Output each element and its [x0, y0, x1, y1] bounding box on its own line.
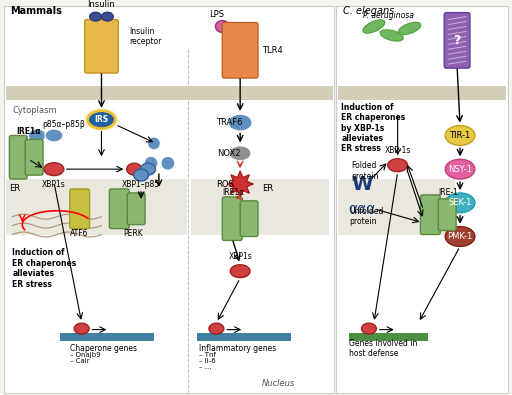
FancyBboxPatch shape — [222, 23, 258, 78]
Text: C. elegans: C. elegans — [343, 6, 394, 16]
Bar — [338, 179, 455, 235]
Text: p85α–p85β: p85α–p85β — [42, 120, 85, 129]
Text: Inflammatory genes: Inflammatory genes — [199, 344, 276, 353]
Text: ER: ER — [262, 184, 273, 194]
FancyBboxPatch shape — [9, 135, 27, 179]
Ellipse shape — [445, 193, 475, 213]
Text: NOX2: NOX2 — [218, 149, 241, 158]
Ellipse shape — [445, 159, 475, 179]
Text: IRE1α: IRE1α — [16, 127, 41, 136]
Text: P. aeruginosa: P. aeruginosa — [364, 11, 414, 20]
Text: XBP1s: XBP1s — [42, 179, 66, 188]
Text: XBP1–p85: XBP1–p85 — [122, 179, 160, 188]
Ellipse shape — [445, 227, 475, 246]
Ellipse shape — [161, 156, 175, 170]
Bar — [190, 179, 329, 235]
Text: ATF6: ATF6 — [71, 229, 89, 238]
FancyBboxPatch shape — [444, 13, 470, 68]
Text: TRAF6: TRAF6 — [217, 118, 243, 127]
Ellipse shape — [361, 323, 376, 334]
FancyBboxPatch shape — [110, 189, 129, 229]
Ellipse shape — [144, 156, 158, 170]
Text: Chaperone genes: Chaperone genes — [70, 344, 137, 353]
Text: Insulin: Insulin — [88, 0, 115, 9]
Text: TLR4: TLR4 — [262, 46, 283, 55]
Ellipse shape — [83, 108, 119, 132]
Ellipse shape — [147, 137, 160, 150]
FancyBboxPatch shape — [70, 189, 90, 229]
Text: Cytoplasm: Cytoplasm — [12, 106, 57, 115]
Ellipse shape — [28, 129, 46, 142]
FancyBboxPatch shape — [127, 193, 145, 225]
Text: ER: ER — [9, 184, 20, 194]
Text: Nucleus: Nucleus — [262, 379, 294, 387]
Bar — [6, 179, 187, 235]
FancyBboxPatch shape — [222, 197, 242, 241]
Text: NSY-1: NSY-1 — [448, 165, 472, 174]
Bar — [338, 86, 506, 100]
Text: IRE1α: IRE1α — [222, 188, 244, 198]
Ellipse shape — [445, 126, 475, 145]
Text: – Dnajb9: – Dnajb9 — [70, 352, 100, 358]
Ellipse shape — [209, 323, 224, 334]
Polygon shape — [227, 171, 253, 197]
Text: XBP1s: XBP1s — [228, 252, 252, 261]
Text: W: W — [351, 175, 373, 194]
Ellipse shape — [228, 114, 252, 131]
FancyBboxPatch shape — [25, 139, 43, 175]
Text: ααα: ααα — [348, 202, 375, 216]
FancyBboxPatch shape — [420, 195, 440, 235]
Text: XBP-1s: XBP-1s — [385, 146, 411, 155]
Ellipse shape — [127, 163, 142, 175]
Text: – Calr: – Calr — [70, 358, 90, 364]
Text: ROS: ROS — [217, 179, 234, 188]
FancyBboxPatch shape — [240, 201, 258, 237]
Text: Genes involved in
host defense: Genes involved in host defense — [349, 339, 417, 358]
Text: Folded
protein: Folded protein — [351, 162, 378, 181]
Text: – Tnf: – Tnf — [199, 352, 216, 358]
Ellipse shape — [90, 12, 101, 21]
Bar — [197, 333, 291, 340]
Text: TIR-1: TIR-1 — [450, 131, 471, 140]
Text: IRS: IRS — [94, 115, 109, 124]
Text: Mammals: Mammals — [10, 6, 62, 16]
Ellipse shape — [380, 30, 403, 41]
Ellipse shape — [363, 20, 385, 33]
Text: LPS: LPS — [209, 10, 224, 19]
Text: Insulin
receptor: Insulin receptor — [129, 27, 162, 46]
Ellipse shape — [44, 163, 64, 176]
Ellipse shape — [45, 129, 63, 142]
FancyBboxPatch shape — [84, 20, 118, 73]
Text: IRE-1: IRE-1 — [438, 188, 458, 198]
Ellipse shape — [230, 265, 250, 278]
Text: – ...: – ... — [199, 364, 211, 370]
Ellipse shape — [229, 146, 251, 161]
Ellipse shape — [398, 22, 421, 35]
Ellipse shape — [101, 12, 113, 21]
Text: Induction of
ER chaperones
by XBP-1s
alleviates
ER stress: Induction of ER chaperones by XBP-1s all… — [341, 103, 406, 153]
Text: ?: ? — [454, 34, 461, 47]
Text: Unfolded
protein: Unfolded protein — [349, 207, 383, 226]
Ellipse shape — [134, 169, 148, 181]
Text: SEK-1: SEK-1 — [449, 198, 472, 207]
Bar — [5, 6, 334, 393]
Ellipse shape — [141, 163, 156, 175]
Bar — [60, 333, 154, 340]
Bar — [6, 86, 333, 100]
Ellipse shape — [88, 111, 115, 128]
Text: PERK: PERK — [123, 229, 143, 238]
Bar — [349, 333, 429, 340]
Ellipse shape — [216, 21, 229, 32]
Ellipse shape — [74, 323, 89, 334]
Ellipse shape — [388, 159, 408, 172]
Text: – Il-6: – Il-6 — [199, 358, 216, 364]
FancyBboxPatch shape — [438, 199, 456, 231]
Bar — [336, 6, 507, 393]
Text: Induction of
ER chaperones
alleviates
ER stress: Induction of ER chaperones alleviates ER… — [12, 248, 77, 289]
Text: PMK-1: PMK-1 — [447, 232, 473, 241]
